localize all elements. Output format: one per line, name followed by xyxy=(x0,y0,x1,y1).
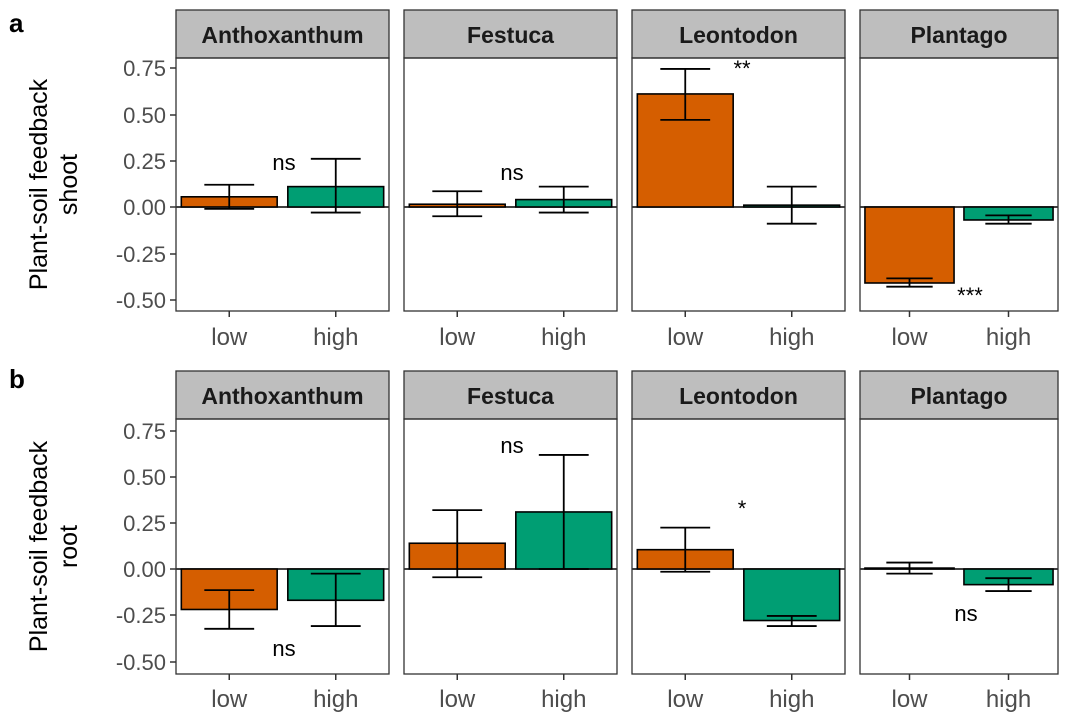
x-tick-label-low: low xyxy=(211,686,248,712)
y-tick-label: 0.75 xyxy=(123,419,166,444)
significance-annotation: *** xyxy=(957,283,983,308)
x-tick-label-high: high xyxy=(541,324,586,351)
facet-strip xyxy=(859,370,1059,420)
panel-label-a: a xyxy=(9,8,24,38)
x-tick-label-high: high xyxy=(541,686,586,712)
y-axis-title-a: Plant-soil feedbackshoot xyxy=(25,78,83,290)
significance-annotation: ns xyxy=(954,601,977,626)
y-axis-title-line: Plant-soil feedback xyxy=(25,440,53,652)
x-tick-label-low: low xyxy=(211,324,248,351)
facet-panel-border xyxy=(631,418,846,675)
facet-panel-border xyxy=(175,57,390,312)
x-tick-label-low: low xyxy=(667,324,704,351)
y-tick-label: -0.25 xyxy=(116,603,166,628)
x-tick-label-low: low xyxy=(439,324,476,351)
facet-panel-border xyxy=(859,57,1059,312)
facet-panel-border xyxy=(175,418,390,675)
y-tick-label: -0.25 xyxy=(116,242,166,267)
significance-annotation: ** xyxy=(733,56,751,81)
y-axis-title-b: Plant-soil feedbackroot xyxy=(25,440,83,652)
facet-title-plantago: Plantago xyxy=(910,383,1007,409)
facet-strip xyxy=(403,9,618,59)
facet-title-plantago: Plantago xyxy=(910,22,1007,48)
y-axis-title-line: Plant-soil feedback xyxy=(25,78,53,290)
y-tick-label: 0.25 xyxy=(123,149,166,174)
y-tick-label: 0.25 xyxy=(123,511,166,536)
significance-annotation: ns xyxy=(500,160,523,185)
significance-annotation: * xyxy=(738,496,747,521)
x-tick-label-low: low xyxy=(891,324,928,351)
x-tick-label-high: high xyxy=(769,686,814,712)
x-tick-label-high: high xyxy=(313,324,358,351)
facet-title-leontodon: Leontodon xyxy=(679,22,798,48)
facet-panel-border xyxy=(403,57,618,312)
x-tick-label-low: low xyxy=(891,686,928,712)
y-axis-title-line: shoot xyxy=(55,154,83,215)
y-tick-label: 0.50 xyxy=(123,465,166,490)
facet-strip xyxy=(631,9,846,59)
significance-annotation: ns xyxy=(272,150,295,175)
facet-panel-border xyxy=(859,418,1059,675)
y-tick-label: 0.00 xyxy=(123,195,166,220)
panel-label-b: b xyxy=(9,364,25,394)
y-tick-label: 0.75 xyxy=(123,56,166,81)
x-tick-label-low: low xyxy=(667,686,704,712)
bar-high xyxy=(743,568,841,622)
x-tick-label-high: high xyxy=(986,324,1031,351)
facet-title-anthoxanthum: Anthoxanthum xyxy=(201,383,363,409)
y-axis-title-line: root xyxy=(55,525,83,568)
y-tick-label: -0.50 xyxy=(116,288,166,313)
facet-title-leontodon: Leontodon xyxy=(679,383,798,409)
facet-panel-border xyxy=(631,57,846,312)
y-tick-label: 0.00 xyxy=(123,557,166,582)
bar-low xyxy=(864,206,955,284)
x-tick-label-high: high xyxy=(769,324,814,351)
significance-annotation: ns xyxy=(272,636,295,661)
x-tick-label-high: high xyxy=(986,686,1031,712)
y-tick-label: 0.50 xyxy=(123,103,166,128)
x-tick-label-low: low xyxy=(439,686,476,712)
facet-title-festuca: Festuca xyxy=(467,383,554,409)
y-tick-label: -0.50 xyxy=(116,650,166,675)
facet-title-festuca: Festuca xyxy=(467,22,554,48)
facet-panel-border xyxy=(403,418,618,675)
x-tick-label-high: high xyxy=(313,686,358,712)
significance-annotation: ns xyxy=(500,433,523,458)
facet-title-anthoxanthum: Anthoxanthum xyxy=(201,22,363,48)
